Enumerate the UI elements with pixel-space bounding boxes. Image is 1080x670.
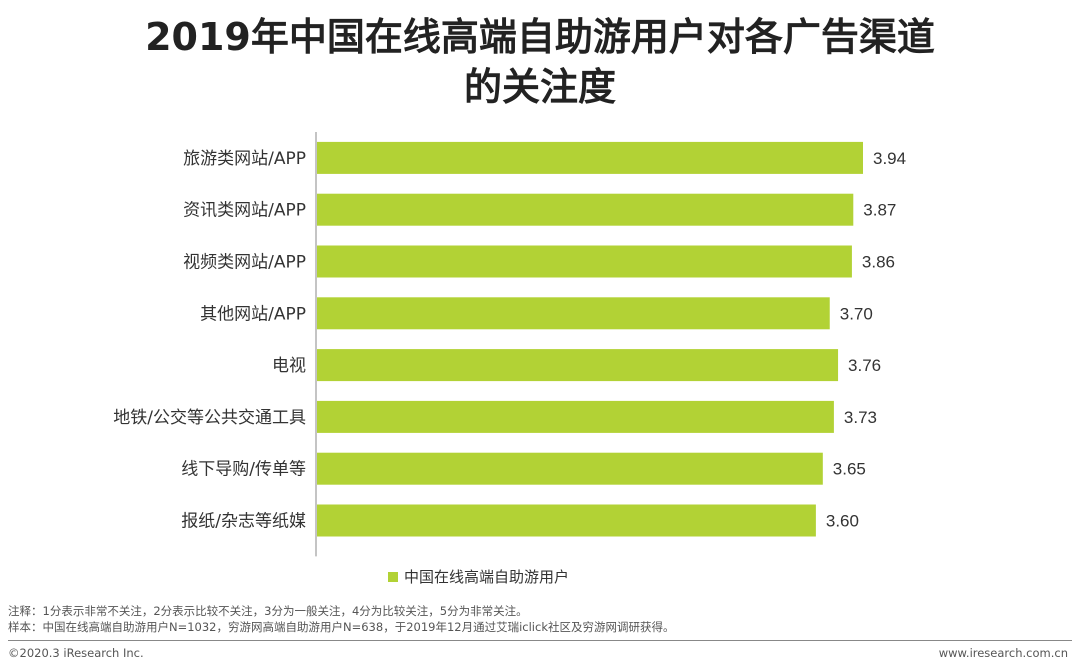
chart-title-line-1: 2019年中国在线高端自助游用户对各广告渠道: [145, 15, 935, 59]
note-sample: 样本：中国在线高端自助游用户N=1032，穷游网高端自助游用户N=638，于20…: [8, 620, 675, 634]
chart-title: 2019年中国在线高端自助游用户对各广告渠道 的关注度: [0, 12, 1080, 112]
copyright: ©2020.3 iResearch Inc.: [8, 646, 144, 660]
value-label: 3.86: [862, 253, 895, 272]
bar: [317, 297, 830, 330]
bar-chart: 旅游类网站/APP 3.94 资讯类网站/APP 3.87 视频类网站/APP 3.86 其…: [113, 132, 906, 557]
bar: [317, 141, 863, 174]
category-label: 视频类网站/APP: [183, 253, 306, 273]
website: www.iresearch.com.cn: [938, 646, 1068, 660]
bar: [317, 452, 823, 485]
category-label: 线下导购/传单等: [181, 460, 306, 480]
notes: 注释：1分表示非常不关注，2分表示比较不关注，3分为一般关注，4分为比较关注，5…: [8, 603, 674, 635]
bar: [317, 400, 834, 433]
category-label: 旅游类网站/APP: [183, 149, 306, 169]
value-label: 3.65: [833, 460, 866, 479]
legend-label: 中国在线高端自助游用户: [404, 568, 570, 586]
category-label: 报纸/杂志等纸媒: [181, 512, 306, 532]
bar: [317, 193, 854, 226]
value-label: 3.94: [873, 149, 906, 168]
category-label: 地铁/公交等公共交通工具: [113, 408, 306, 428]
bar: [317, 349, 839, 382]
legend-swatch: [388, 571, 398, 582]
category-label: 资讯类网站/APP: [183, 201, 306, 221]
footer-divider: [8, 640, 1072, 641]
category-label: 其他网站/APP: [200, 304, 306, 324]
chart-title-line-2: 的关注度: [463, 65, 616, 109]
bar: [317, 245, 852, 278]
bar: [317, 504, 816, 537]
value-label: 3.87: [863, 201, 896, 220]
note-scale: 注释：1分表示非常不关注，2分表示比较不关注，3分为一般关注，4分为比较关注，5…: [8, 604, 528, 618]
value-label: 3.76: [848, 356, 881, 375]
value-label: 3.70: [840, 304, 873, 323]
legend: 中国在线高端自助游用户: [388, 566, 569, 587]
value-label: 3.73: [844, 408, 877, 427]
category-label: 电视: [272, 356, 306, 376]
value-label: 3.60: [826, 512, 859, 531]
